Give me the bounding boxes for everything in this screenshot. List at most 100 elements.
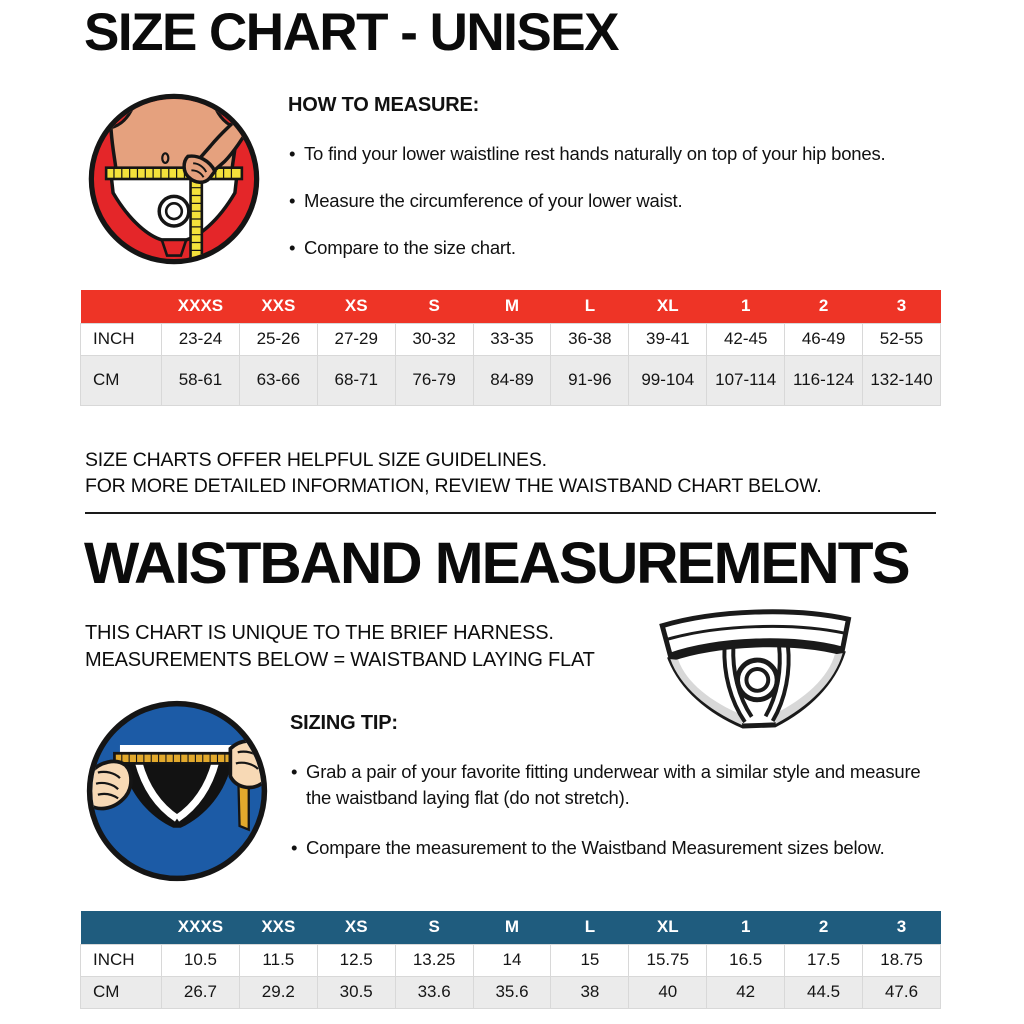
measurement-row-inch: INCH 23-24 25-26 27-29 30-32 33-35 36-38 39-41 4… [80, 322, 941, 356]
size-value: 44.5 [784, 975, 864, 1009]
size-value: 42-45 [706, 322, 786, 356]
measure-waist-svg [88, 93, 260, 265]
size-header-xs: XS [317, 290, 396, 323]
size-header-xl: XL [628, 911, 707, 944]
row-label: INCH [80, 943, 162, 977]
size-value: 15 [550, 943, 630, 977]
size-header-l: L [550, 911, 629, 944]
size-value: 63-66 [238, 354, 318, 406]
size-value: 107-114 [706, 354, 786, 406]
size-value: 91-96 [550, 354, 630, 406]
guidelines-note: SIZE CHARTS OFFER HELPFUL SIZE GUIDELINE… [85, 447, 822, 499]
size-header-xxs: XXS [239, 290, 318, 323]
size-header-xxxs: XXXS [161, 911, 240, 944]
how-to-measure-block: HOW TO MEASURE: To find your lower waist… [288, 94, 938, 282]
size-value: 30-32 [394, 322, 474, 356]
size-value: 25-26 [238, 322, 318, 356]
size-value: 68-71 [316, 354, 396, 406]
measure-flat-illustration-icon [85, 699, 269, 883]
size-header-xxxs: XXXS [161, 290, 240, 323]
sizing-tip-heading: SIZING TIP: [290, 712, 398, 734]
measurement-row-inch: INCH 10.5 11.5 12.5 13.25 14 15 15.75 16.5 17.5 18… [80, 943, 941, 977]
row-label: INCH [80, 322, 162, 356]
size-value: 30.5 [316, 975, 396, 1009]
size-value: 42 [706, 975, 786, 1009]
waistband-intro: THIS CHART IS UNIQUE TO THE BRIEF HARNES… [85, 620, 595, 674]
size-header-xs: XS [317, 911, 396, 944]
size-value: 18.75 [862, 943, 941, 977]
size-value: 132-140 [862, 354, 941, 406]
sizing-tip-bullet-1: Grab a pair of your favorite fitting und… [290, 759, 930, 811]
size-value: 38 [550, 975, 630, 1009]
guidelines-line2: FOR MORE DETAILED INFORMATION, REVIEW TH… [85, 475, 822, 497]
size-value: 33.6 [394, 975, 474, 1009]
size-value: 12.5 [316, 943, 396, 977]
size-value: 11.5 [238, 943, 318, 977]
size-value: 39-41 [628, 322, 708, 356]
header-corner-cell [80, 911, 162, 944]
page-title: SIZE CHART - UNISEX [84, 3, 619, 62]
size-value: 29.2 [238, 975, 318, 1009]
how-to-heading: HOW TO MEASURE: [288, 94, 480, 116]
size-value: 26.7 [161, 975, 240, 1009]
header-corner-cell [80, 290, 162, 323]
sizing-tip-bullet-2: Compare the measurement to the Waistband… [290, 835, 930, 861]
size-header-s: S [395, 290, 474, 323]
how-to-bullet-1: To find your lower waistline rest hands … [288, 141, 938, 167]
size-header-m: M [473, 290, 551, 323]
size-header-l: L [550, 290, 629, 323]
size-value: 36-38 [550, 322, 630, 356]
size-header-xl: XL [628, 290, 707, 323]
section-divider [85, 512, 936, 514]
size-value: 27-29 [316, 322, 396, 356]
size-value: 47.6 [862, 975, 941, 1009]
size-value: 40 [628, 975, 708, 1009]
measure-flat-svg [86, 700, 268, 882]
size-value: 23-24 [161, 322, 240, 356]
size-header-3: 3 [862, 290, 941, 323]
size-header-2: 2 [784, 290, 863, 323]
size-header-1: 1 [706, 290, 785, 323]
brief-harness-svg [659, 609, 852, 729]
size-value: 14 [472, 943, 552, 977]
guidelines-line1: SIZE CHARTS OFFER HELPFUL SIZE GUIDELINE… [85, 449, 547, 471]
size-value: 99-104 [628, 354, 708, 406]
size-value: 10.5 [161, 943, 240, 977]
size-header-3: 3 [862, 911, 941, 944]
size-header-xxs: XXS [239, 911, 318, 944]
size-value: 58-61 [161, 354, 240, 406]
waistband-intro-line2: MEASUREMENTS BELOW = WAISTBAND LAYING FL… [85, 649, 595, 671]
size-value: 33-35 [472, 322, 552, 356]
measurement-row-cm: CM 26.7 29.2 30.5 33.6 35.6 38 40 42 44.5 47.6 [80, 975, 941, 1009]
size-header-m: M [473, 911, 551, 944]
size-header-2: 2 [784, 911, 863, 944]
unisex-size-table: XXXS XXS XS S M L XL 1 2 3 INCH 23-24 25-26 27-29 30-3… [80, 290, 941, 406]
row-label: CM [80, 975, 162, 1009]
size-value: 16.5 [706, 943, 786, 977]
waistband-intro-line1: THIS CHART IS UNIQUE TO THE BRIEF HARNES… [85, 622, 554, 644]
size-value: 17.5 [784, 943, 864, 977]
size-value: 76-79 [394, 354, 474, 406]
size-value: 84-89 [472, 354, 552, 406]
waistband-size-table: XXXS XXS XS S M L XL 1 2 3 INCH 10.5 11.5 12.5 13.25 14… [80, 911, 941, 1009]
size-header-1: 1 [706, 911, 785, 944]
size-value: 15.75 [628, 943, 708, 977]
size-value: 13.25 [394, 943, 474, 977]
size-value: 46-49 [784, 322, 864, 356]
brief-harness-illustration-icon [648, 600, 866, 740]
size-value: 35.6 [472, 975, 552, 1009]
waistband-title: WAISTBAND MEASUREMENTS [84, 531, 911, 596]
measure-waist-illustration-icon [87, 92, 261, 266]
how-to-bullet-2: Measure the circumference of your lower … [288, 188, 938, 214]
sizing-tip-bullet-list: Grab a pair of your favorite fitting und… [290, 759, 930, 861]
size-header-row: XXXS XXS XS S M L XL 1 2 3 [80, 911, 941, 944]
size-header-row: XXXS XXS XS S M L XL 1 2 3 [80, 290, 941, 323]
row-label: CM [80, 354, 162, 406]
measurement-row-cm: CM 58-61 63-66 68-71 76-79 84-89 91-96 99-104 10… [80, 354, 941, 406]
how-to-bullet-3: Compare to the size chart. [288, 235, 938, 261]
size-header-s: S [395, 911, 474, 944]
how-to-bullet-list: To find your lower waistline rest hands … [288, 141, 938, 261]
size-value: 52-55 [862, 322, 941, 356]
sizing-tip-block: SIZING TIP: Grab a pair of your favorite… [290, 712, 930, 885]
